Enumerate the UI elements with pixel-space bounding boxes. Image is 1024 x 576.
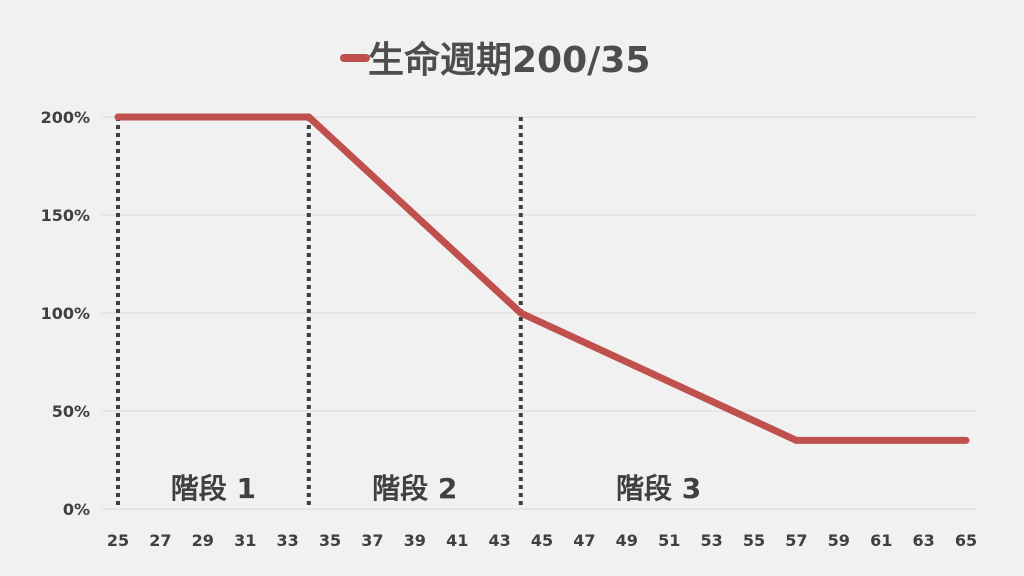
series-lines [114,113,970,444]
legend-label: 生命週期200/35 [368,39,650,81]
x-tick-label: 27 [149,531,171,550]
x-tick-label: 57 [785,531,807,550]
y-axis-tick-labels: 0% 50% 100% 150% 200% [41,108,90,519]
x-tick-label: 37 [361,531,383,550]
y-tick-label: 50% [52,402,90,421]
x-tick-label: 31 [234,531,256,550]
y-tick-label: 100% [41,304,90,323]
x-tick-label: 35 [319,531,341,550]
x-tick-label: 49 [616,531,638,550]
x-tick-label: 61 [870,531,892,550]
y-tick-label: 200% [41,108,90,127]
series-line [114,113,970,444]
y-tick-label: 150% [41,206,90,225]
x-tick-label: 43 [488,531,510,550]
x-tick-label: 51 [658,531,680,550]
x-tick-label: 53 [700,531,722,550]
x-tick-label: 47 [573,531,595,550]
x-tick-label: 45 [531,531,553,550]
y-tick-label: 0% [63,500,90,519]
gridlines [102,116,976,510]
x-axis-tick-labels: 25 27 29 31 33 35 37 39 41 43 45 47 49 51 53 55 57 59 61 63… [107,531,977,550]
x-tick-label: 63 [912,531,934,550]
x-tick-label: 25 [107,531,129,550]
x-tick-label: 33 [276,531,298,550]
x-tick-label: 65 [955,531,977,550]
x-tick-label: 41 [446,531,468,550]
legend: 生命週期200/35 [340,39,650,81]
phase-label: 階段 1 [171,472,256,505]
phase-label: 階段 2 [372,472,457,505]
phase-labels: 階段 1 階段 2 階段 3 [171,472,701,505]
phase-label: 階段 3 [616,472,701,505]
x-tick-label: 59 [828,531,850,550]
x-tick-label: 39 [404,531,426,550]
x-tick-label: 55 [743,531,765,550]
x-tick-label: 29 [192,531,214,550]
